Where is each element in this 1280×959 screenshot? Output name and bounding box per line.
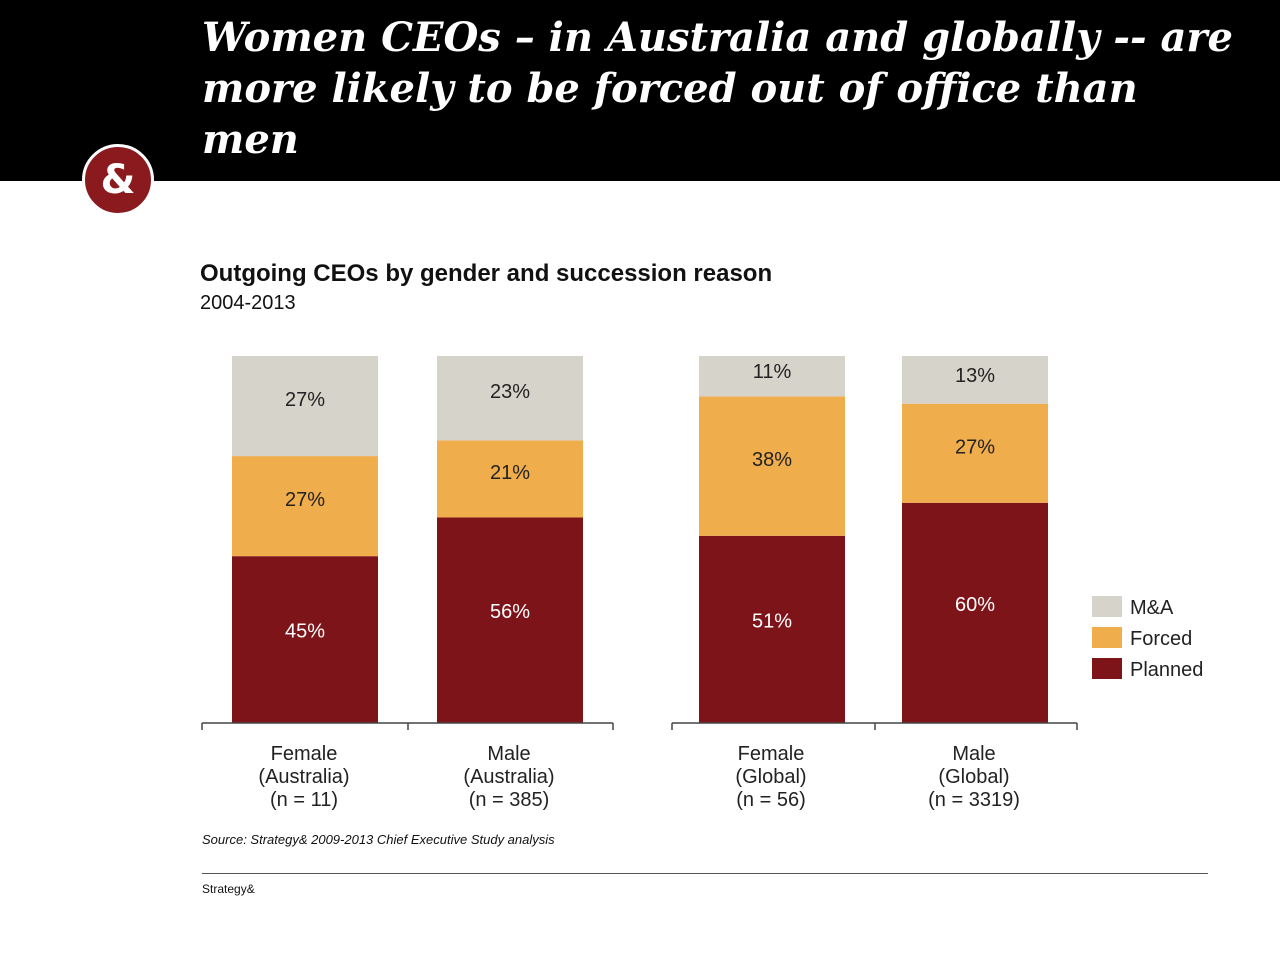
legend-label: M&A — [1130, 597, 1174, 619]
legend-label: Forced — [1130, 628, 1192, 650]
legend-swatch — [1092, 596, 1122, 617]
ampersand-logo-icon: & — [82, 144, 154, 216]
chart-subtitle: 2004-2013 — [200, 292, 296, 314]
footer-brand: Strategy& — [202, 882, 255, 896]
category-label: Male — [952, 743, 995, 765]
title-banner — [0, 0, 1280, 181]
headline: Women CEOs – in Australia and globally -… — [202, 14, 1233, 163]
category-label: Female — [738, 743, 805, 765]
category-label: (Global) — [735, 766, 806, 788]
data-label: 21% — [490, 462, 530, 484]
bar-segment-planned-3 — [902, 502, 1048, 723]
data-label: 27% — [285, 389, 325, 411]
data-label: 51% — [752, 610, 792, 632]
data-label: 60% — [955, 594, 995, 616]
category-label: (n = 11) — [270, 789, 338, 811]
data-label: 38% — [752, 449, 792, 471]
legend-swatch — [1092, 658, 1122, 679]
footer-divider — [202, 873, 1208, 874]
category-label: (Australia) — [463, 766, 554, 788]
bar-segment-forced-2 — [699, 396, 845, 536]
legend-swatch — [1092, 627, 1122, 648]
data-label: 27% — [955, 436, 995, 458]
category-label: (Australia) — [258, 766, 349, 788]
bar-segment-forced-1 — [437, 440, 583, 518]
bar-segment-ma-1 — [437, 356, 583, 441]
data-label: 56% — [490, 601, 530, 623]
category-label: (n = 56) — [736, 789, 805, 811]
bar-segment-ma-0 — [232, 356, 378, 457]
bar-segment-planned-2 — [699, 535, 845, 723]
chart-title: Outgoing CEOs by gender and succession r… — [200, 260, 773, 287]
category-label: Male — [487, 743, 530, 765]
bar-segment-planned-1 — [437, 517, 583, 723]
bar-segment-forced-0 — [232, 456, 378, 557]
bar-segment-ma-3 — [902, 356, 1048, 404]
category-label: Female — [271, 743, 338, 765]
bar-segment-planned-0 — [232, 556, 378, 723]
category-label: (Global) — [938, 766, 1009, 788]
source-note: Source: Strategy& 2009-2013 Chief Execut… — [202, 832, 555, 847]
category-label: (n = 385) — [469, 789, 550, 811]
bar-segment-forced-3 — [902, 403, 1048, 503]
data-label: 23% — [490, 381, 530, 403]
data-label: 45% — [285, 621, 325, 643]
bar-segment-ma-2 — [699, 356, 845, 397]
legend-label: Planned — [1130, 659, 1203, 681]
category-label: (n = 3319) — [928, 789, 1020, 811]
data-label: 13% — [955, 365, 995, 387]
data-label: 11% — [753, 361, 792, 383]
data-label: 27% — [285, 489, 325, 511]
